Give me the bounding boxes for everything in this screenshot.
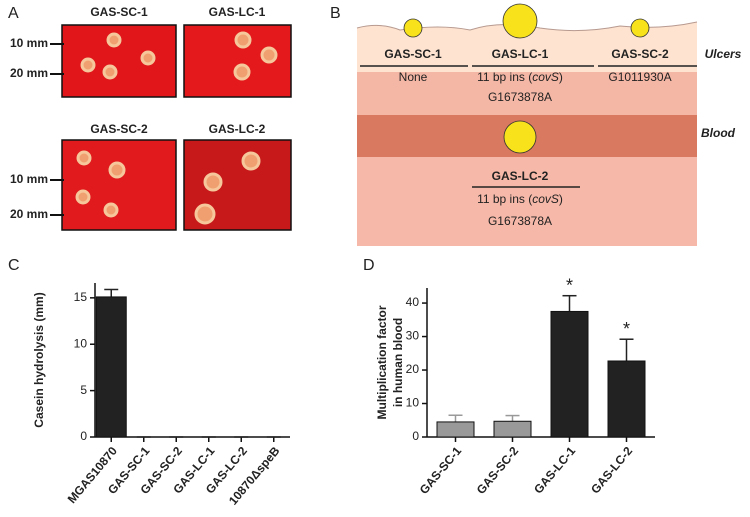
y-tick-label: 10 bbox=[74, 336, 88, 350]
gene: covS bbox=[532, 192, 559, 206]
panel-label: C bbox=[8, 257, 20, 274]
mutation: G1011930A bbox=[608, 70, 671, 84]
mutation-part: ) bbox=[559, 192, 563, 206]
mutation: None bbox=[399, 70, 428, 84]
snp: G1673878A bbox=[488, 90, 552, 104]
plate-title: GAS-LC-1 bbox=[209, 5, 266, 19]
mutation: 11 bp ins (covS) bbox=[477, 70, 563, 84]
mutation: 11 bp ins (covS) bbox=[477, 192, 563, 206]
y-tick-label: 0 bbox=[80, 429, 87, 443]
y-tick-label: 20 bbox=[406, 362, 420, 376]
region-label: Ulcers bbox=[705, 47, 742, 61]
plate-title: GAS-LC-2 bbox=[209, 122, 266, 136]
gene: covS bbox=[532, 70, 559, 84]
y-axis-label: Casein hydrolysis (mm) bbox=[32, 292, 46, 427]
bar bbox=[493, 420, 532, 438]
strain-name: GAS-LC-2 bbox=[492, 169, 549, 183]
mutation-part: 11 bp ins ( bbox=[477, 192, 532, 206]
panel-label: D bbox=[363, 257, 375, 274]
scale-label: 20 mm bbox=[10, 66, 48, 80]
snp: G1673878A bbox=[488, 214, 552, 228]
region-label: Blood bbox=[701, 126, 736, 140]
bar bbox=[607, 360, 646, 438]
y-tick-label: 0 bbox=[412, 429, 419, 443]
y-tick-label: 10 bbox=[406, 396, 420, 410]
annotation: * bbox=[623, 319, 630, 339]
strain-name: GAS-SC-1 bbox=[384, 47, 442, 61]
y-tick-label: 40 bbox=[406, 295, 420, 309]
scale-label: 20 mm bbox=[10, 207, 48, 221]
scale-ticks bbox=[50, 43, 64, 216]
colonies bbox=[75, 31, 278, 225]
strain-name: GAS-SC-2 bbox=[611, 47, 669, 61]
panel-label: A bbox=[8, 5, 19, 22]
scale-label: 10 mm bbox=[10, 172, 48, 186]
y-tick-label: 30 bbox=[406, 329, 420, 343]
mutation-part: 11 bp ins ( bbox=[477, 70, 532, 84]
x-tick-label: MGAS10870 bbox=[65, 444, 121, 506]
y-tick-label: 5 bbox=[80, 383, 87, 397]
bar bbox=[550, 310, 589, 438]
x-tick-label: GAS-LC-2 bbox=[588, 444, 635, 497]
panel-label: B bbox=[330, 5, 341, 22]
y-axis-label: Multiplication factor bbox=[375, 305, 389, 419]
strain-name: GAS-LC-1 bbox=[492, 47, 549, 61]
plates bbox=[61, 24, 292, 231]
y-tick-label: 15 bbox=[74, 290, 88, 304]
x-tick-label: GAS-SC-1 bbox=[417, 444, 465, 497]
scale-label: 10 mm bbox=[10, 36, 48, 50]
x-tick-label: GAS-SC-2 bbox=[474, 444, 522, 497]
plate-title: GAS-SC-1 bbox=[90, 5, 148, 19]
mutation-part: ) bbox=[559, 70, 563, 84]
tissue bbox=[356, 3, 698, 246]
bar bbox=[436, 421, 475, 438]
annotation: * bbox=[566, 275, 573, 295]
x-tick-label: GAS-LC-1 bbox=[531, 444, 578, 497]
plate-title: GAS-SC-2 bbox=[90, 122, 148, 136]
y-axis-label: in human blood bbox=[391, 318, 405, 407]
bar bbox=[95, 296, 127, 438]
